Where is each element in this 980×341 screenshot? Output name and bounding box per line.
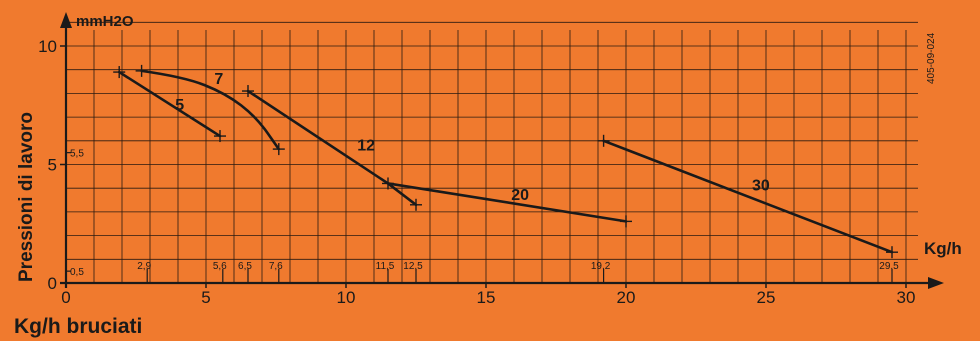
- x-tick-label: 0: [61, 288, 70, 307]
- x-marker-label: 19,2: [591, 261, 611, 272]
- series-lines: 5 7 12 20 30: [113, 65, 898, 258]
- x-marker-label: 5,6: [213, 261, 227, 272]
- x-tick-label: 20: [617, 288, 636, 307]
- document-code: 405-09-024: [926, 32, 937, 84]
- x-axis-title: Kg/h bruciati: [14, 315, 142, 338]
- series-line-12: [248, 91, 416, 205]
- x-tick-label: 5: [201, 288, 210, 307]
- series-line-5: [119, 72, 220, 136]
- x-marker-label: 29,5: [879, 261, 899, 272]
- x-tick-label: 30: [897, 288, 916, 307]
- y-tick-label: 10: [38, 37, 57, 56]
- x-marker-label: 2,9: [137, 261, 151, 272]
- y-marker-label: 5,5: [70, 149, 84, 160]
- series-label-12: 12: [357, 137, 375, 154]
- value-markers: 5,5 0,5 2,9 5,6 6,5 7,6 11,5 12,5 19,2 29,5: [66, 149, 899, 283]
- axes: [60, 12, 944, 289]
- y-tick-label: 0: [48, 274, 57, 293]
- y-tick-label: 5: [48, 156, 57, 175]
- x-tick-label: 15: [477, 288, 496, 307]
- series-label-7: 7: [214, 71, 223, 88]
- x-tick-label: 25: [757, 288, 776, 307]
- series-label-20: 20: [511, 187, 529, 204]
- x-marker-label: 11,5: [376, 261, 395, 272]
- x-marker-label: 6,5: [238, 261, 252, 272]
- x-tick-label: 10: [337, 288, 356, 307]
- x-unit-label: Kg/h: [924, 239, 962, 258]
- series-line-20: [388, 183, 626, 221]
- series-label-5: 5: [175, 97, 184, 114]
- x-marker-label: 12,5: [403, 261, 423, 272]
- y-unit-label: mmH2O: [76, 13, 134, 30]
- series-line-7: [142, 71, 279, 149]
- y-axis-title: Pressioni di lavoro: [16, 112, 37, 282]
- grid: [66, 22, 918, 283]
- y-axis-arrow: [60, 12, 72, 28]
- x-axis-arrow: [928, 277, 944, 289]
- series-label-30: 30: [752, 178, 770, 195]
- y-marker-label: 0,5: [70, 267, 84, 278]
- x-marker-label: 7,6: [269, 261, 283, 272]
- tick-labels: 0 5 10 15 20 25 30 0 5 10: [38, 37, 915, 307]
